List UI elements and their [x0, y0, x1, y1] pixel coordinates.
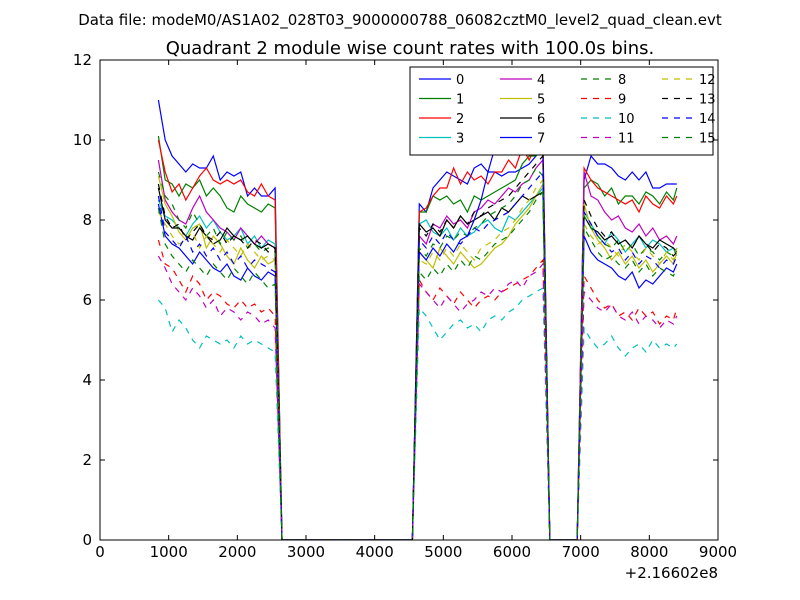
x-tick-label: 2000: [218, 543, 256, 561]
series-line-1: [157, 135, 678, 540]
legend-label-9: 9: [618, 93, 626, 108]
series-line-8: [157, 166, 678, 540]
x-tick-label: 0: [95, 543, 105, 561]
legend-label-15: 15: [699, 132, 716, 147]
y-tick-label: 0: [82, 531, 92, 549]
x-tick-label: 6000: [493, 543, 531, 561]
x-tick-label: 8000: [630, 543, 668, 561]
series-line-10: [157, 286, 678, 540]
series-line-15: [157, 190, 678, 540]
x-tick-label: 4000: [356, 543, 394, 561]
x-tick-label: 9000: [699, 543, 737, 561]
legend-label-7: 7: [537, 132, 545, 147]
legend-label-0: 0: [456, 73, 464, 88]
y-tick-label: 6: [82, 291, 92, 309]
series-line-11: [157, 255, 678, 540]
series-line-6: [157, 187, 678, 540]
series-line-2: [157, 134, 678, 540]
x-tick-label: 7000: [562, 543, 600, 561]
chart-title: Quadrant 2 module wise count rates with …: [166, 38, 655, 59]
legend-label-11: 11: [618, 132, 635, 147]
legend-label-1: 1: [456, 93, 464, 108]
legend-label-8: 8: [618, 73, 626, 88]
legend-box: [409, 66, 714, 156]
series-line-4: [157, 158, 678, 540]
data-file-label: Data file: modeM0/AS1A02_028T03_90000007…: [78, 11, 722, 30]
x-tick-label: 3000: [287, 543, 325, 561]
series-line-13: [157, 154, 678, 540]
legend-label-12: 12: [699, 73, 716, 88]
legend-label-3: 3: [456, 132, 464, 147]
x-tick-label: 5000: [424, 543, 462, 561]
legend-label-4: 4: [537, 73, 545, 88]
y-tick-label: 10: [73, 131, 92, 149]
x-tick-label: 1000: [150, 543, 188, 561]
series-line-5: [157, 175, 678, 540]
legend-label-14: 14: [699, 112, 716, 127]
y-tick-label: 4: [82, 371, 92, 389]
legend-label-2: 2: [456, 112, 464, 127]
y-tick-label: 2: [82, 451, 92, 469]
y-tick-label: 8: [82, 211, 92, 229]
legend-label-6: 6: [537, 112, 545, 127]
legend-label-13: 13: [699, 93, 716, 108]
series-line-7: [157, 102, 678, 540]
series-line-12: [157, 178, 678, 540]
x-offset-label: +2.16602e8: [625, 564, 718, 582]
legend-label-10: 10: [618, 112, 635, 127]
series-line-3: [157, 186, 678, 540]
y-tick-label: 12: [73, 51, 92, 69]
plot-area: 0 1000 2000 3000 4000 5000 6000 7000 8000 9000 0 2 4…: [73, 51, 737, 561]
legend-label-5: 5: [537, 93, 545, 108]
